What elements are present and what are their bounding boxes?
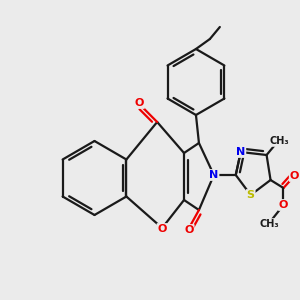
- Text: CH₃: CH₃: [260, 219, 279, 229]
- Text: O: O: [158, 224, 167, 234]
- Text: CH₃: CH₃: [270, 136, 289, 146]
- Text: S: S: [247, 190, 255, 200]
- Text: O: O: [279, 200, 288, 210]
- Text: O: O: [290, 171, 299, 181]
- Text: N: N: [236, 147, 245, 157]
- Text: O: O: [184, 225, 194, 235]
- Text: N: N: [209, 170, 218, 180]
- Text: O: O: [135, 98, 144, 108]
